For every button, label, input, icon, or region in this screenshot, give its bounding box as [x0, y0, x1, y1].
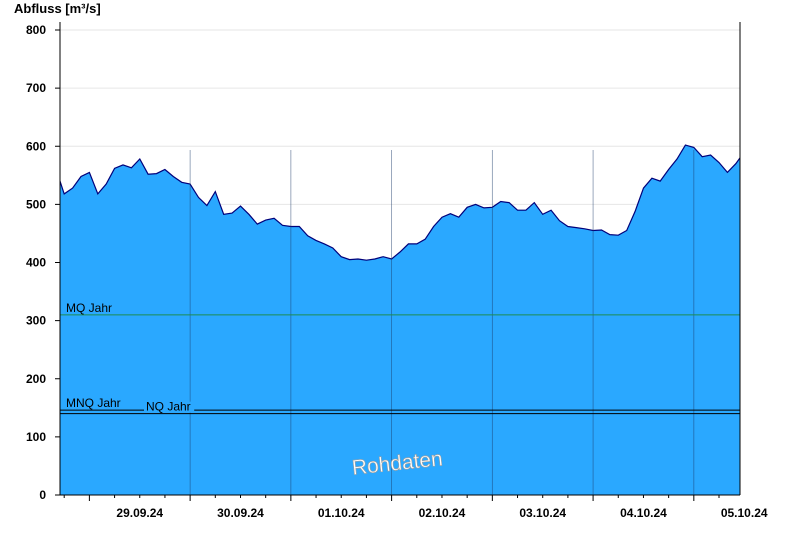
- y-axis-title: Abfluss [m³/s]: [14, 1, 101, 16]
- x-tick-label: 29.09.24: [116, 506, 163, 520]
- reference-label-bg: [64, 398, 121, 410]
- y-tick-labels: 0 100 200 300 400 500 600 700 800: [26, 23, 60, 502]
- y-tick-label: 0: [39, 488, 46, 502]
- y-tick-label: 700: [26, 81, 46, 95]
- x-tick-label: 02.10.24: [419, 506, 466, 520]
- reference-label-bg: [64, 302, 115, 314]
- x-tick-labels: 29.09.24 30.09.24 01.10.24 02.10.24 03.10.24…: [63, 495, 768, 520]
- discharge-area: [60, 145, 740, 495]
- x-tick-label: 04.10.24: [620, 506, 667, 520]
- y-tick-label: 400: [26, 256, 46, 270]
- y-tick-label: 500: [26, 197, 46, 211]
- reference-label-bg: [144, 401, 195, 413]
- reference-lines: MQ Jahr MNQ Jahr NQ Jahr: [60, 301, 740, 415]
- x-tick-label: 05.10.24: [721, 506, 768, 520]
- y-tick-label: 600: [26, 139, 46, 153]
- y-tick-label: 100: [26, 430, 46, 444]
- reference-label: NQ Jahr: [146, 400, 191, 414]
- y-tick-label: 800: [26, 23, 46, 37]
- discharge-line: [59, 144, 741, 261]
- x-tick-label: 30.09.24: [217, 506, 264, 520]
- y-tick-label: 300: [26, 314, 46, 328]
- reference-label: MQ Jahr: [66, 301, 112, 315]
- data-area-layer: [59, 144, 741, 495]
- x-tick-label: 03.10.24: [519, 506, 566, 520]
- y-tick-label: 200: [26, 372, 46, 386]
- axes: [59, 22, 741, 496]
- x-tick-label: 01.10.24: [318, 506, 365, 520]
- day-boundary-lines: [189, 150, 695, 495]
- reference-label: MNQ Jahr: [66, 396, 121, 410]
